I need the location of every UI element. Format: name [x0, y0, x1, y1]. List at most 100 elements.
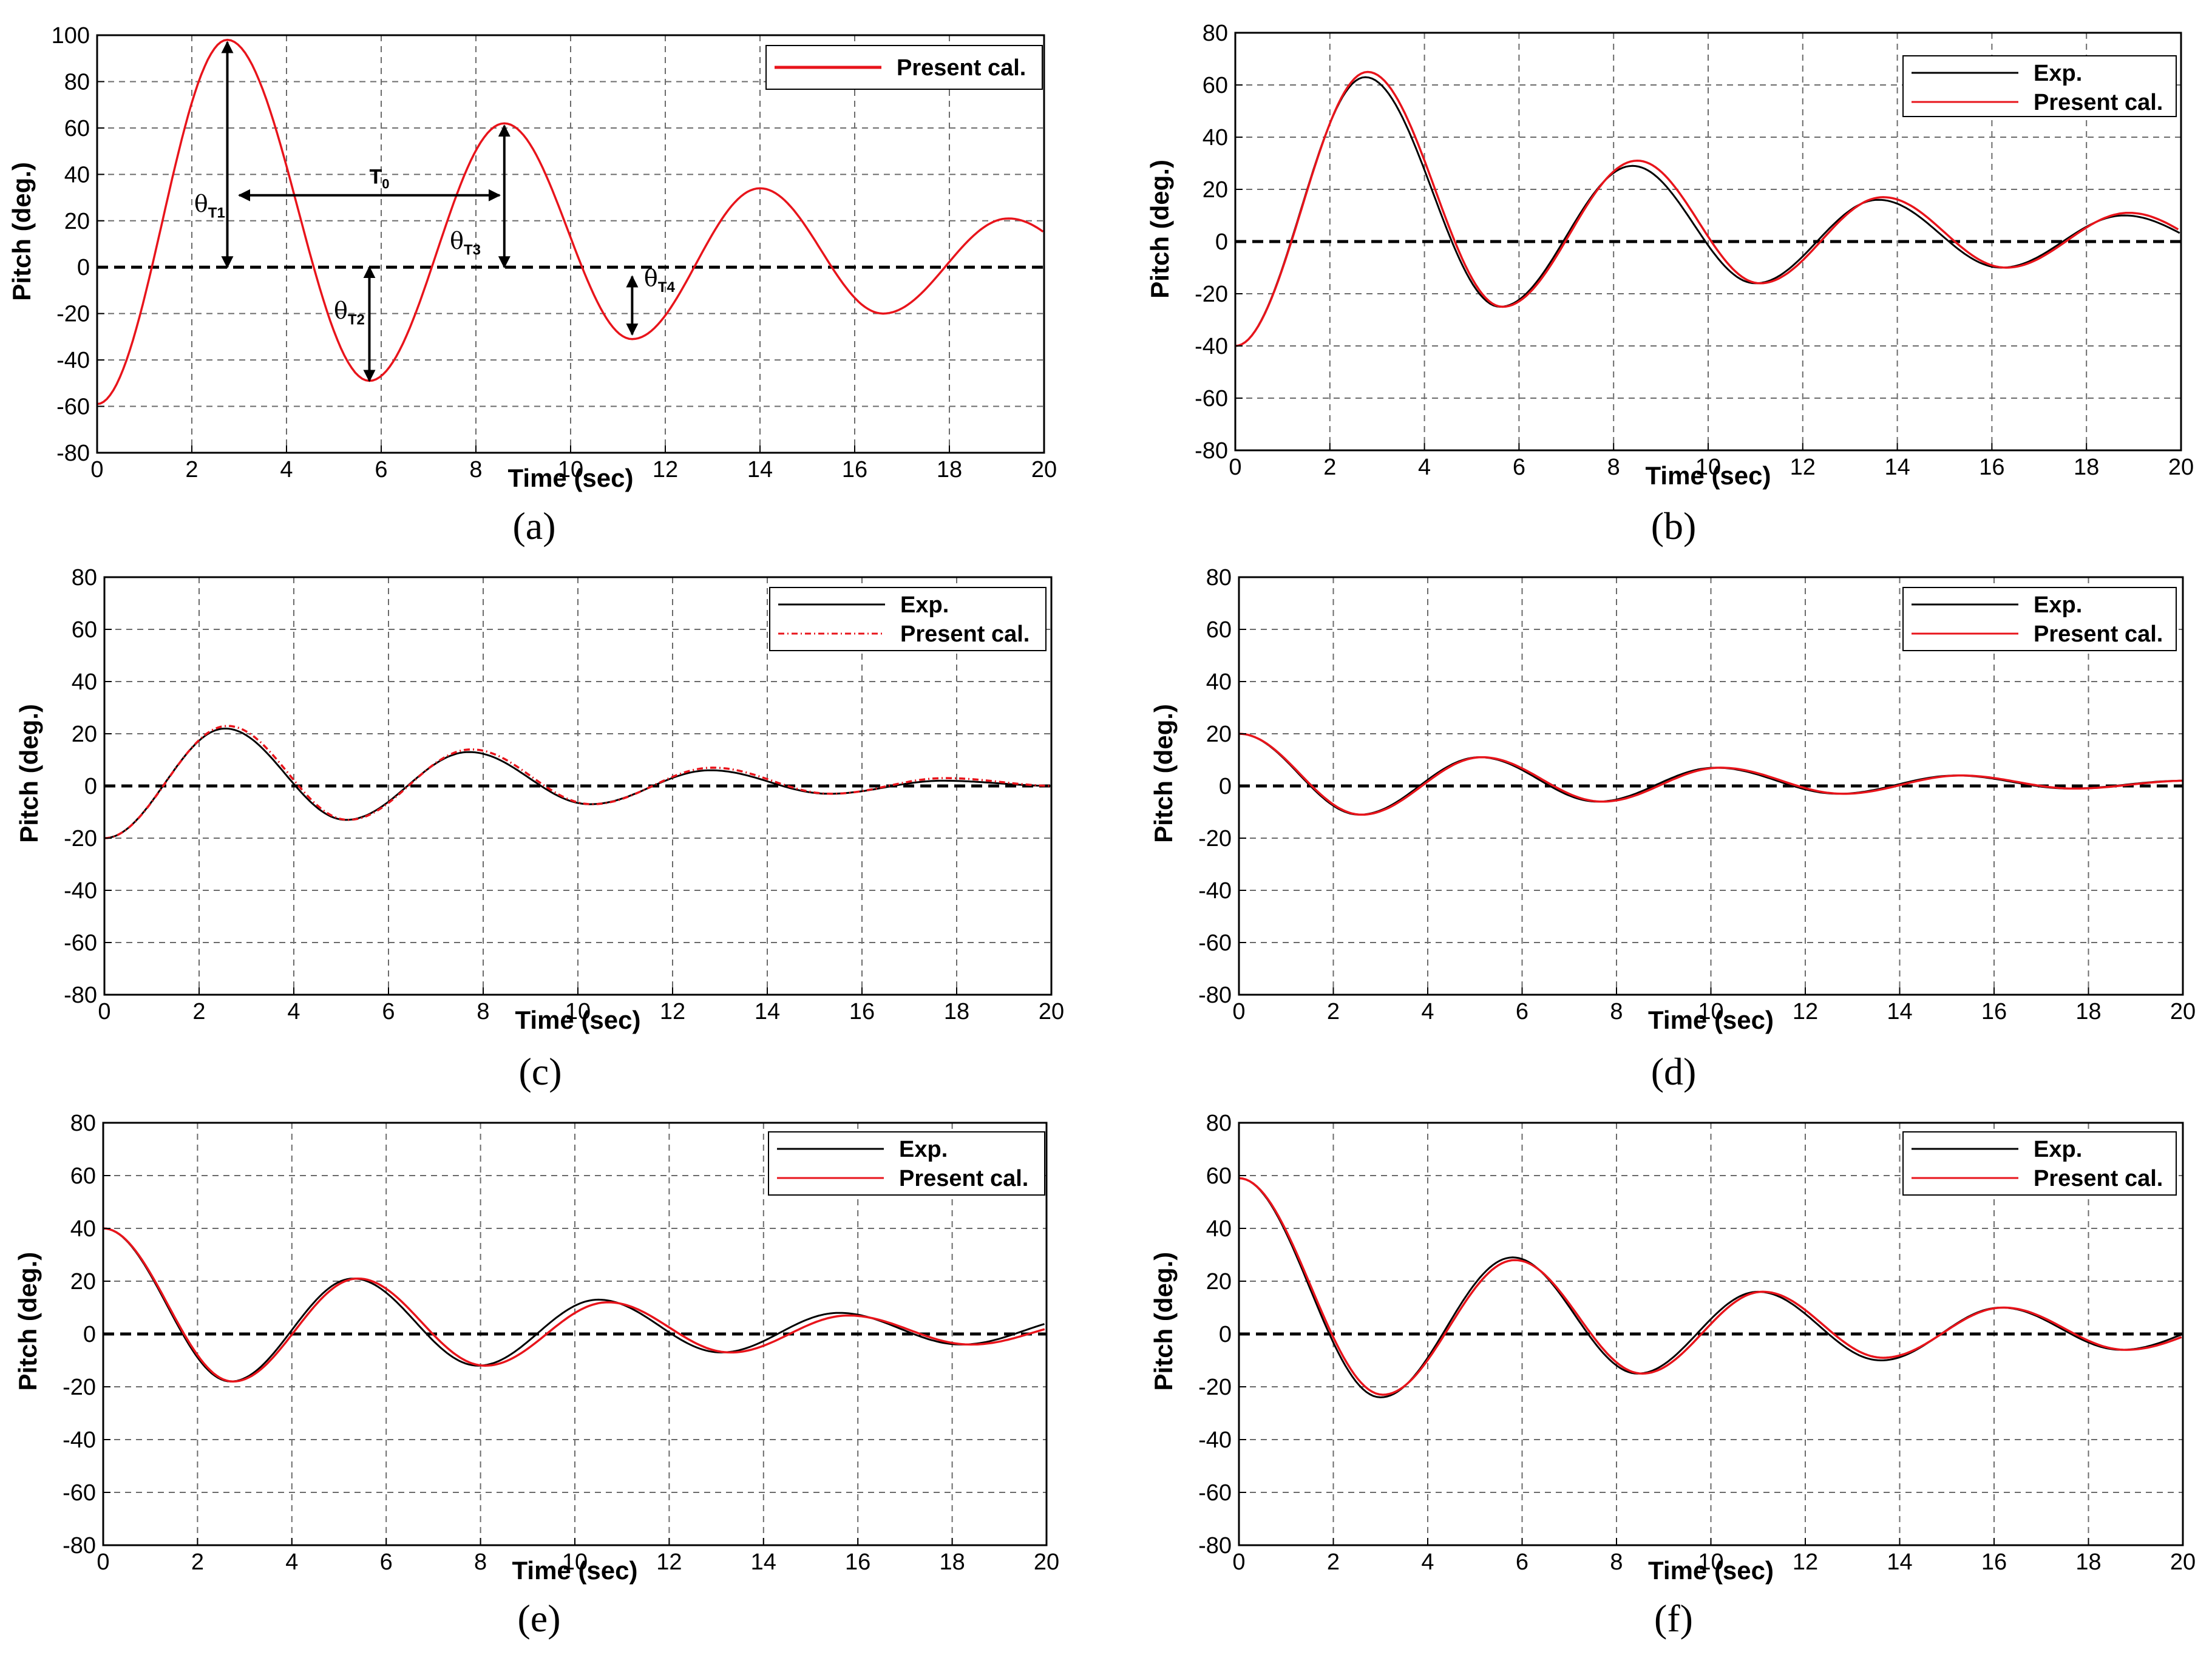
y-tick-label: -20	[64, 826, 97, 851]
y-tick-label: 20	[72, 722, 97, 747]
y-tick-label: -20	[63, 1375, 96, 1400]
x-tick-label: 10	[562, 1549, 588, 1575]
x-tick-label: 18	[944, 999, 969, 1024]
series-line-present-cal	[1238, 733, 2182, 816]
y-tick-label: 40	[1206, 1216, 1232, 1242]
x-tick-label: 6	[1516, 1549, 1528, 1575]
x-tick-label: 18	[2074, 455, 2099, 480]
chart-panel-a: 0 2 4 6 8 10 12 14 16 18 20 -80 -60 -40 -20 0 20 40 60 80 10…	[7, 23, 1057, 547]
x-tick-label: 0	[1232, 999, 1245, 1024]
y-tick-label: -20	[1198, 826, 1232, 851]
x-tick-label: 20	[2168, 455, 2194, 480]
x-axis-label: Time (sec)	[512, 1556, 638, 1585]
x-tick-label: 16	[1979, 455, 2004, 480]
y-tick-label: -40	[1198, 1427, 1232, 1453]
x-tick-label: 14	[1887, 1549, 1912, 1575]
x-tick-label: 20	[1039, 999, 1064, 1024]
y-tick-label: 0	[1219, 774, 1232, 799]
x-tick-label: 8	[477, 999, 489, 1024]
y-tick-label: -20	[1198, 1375, 1232, 1400]
x-tick-label: 10	[1698, 1549, 1723, 1575]
y-tick-label: -40	[64, 878, 97, 904]
x-tick-label: 6	[382, 999, 395, 1024]
theta-t1-label: θT1	[194, 190, 225, 221]
y-tick-label: 40	[64, 162, 90, 188]
x-tick-label: 6	[1516, 999, 1528, 1024]
x-tick-label: 12	[1793, 1549, 1818, 1575]
x-tick-label: 20	[2170, 999, 2196, 1024]
legend-label: Present cal.	[899, 1166, 1028, 1191]
y-tick-label: -80	[1198, 1533, 1232, 1559]
y-tick-label: 0	[1215, 229, 1228, 255]
x-tick-label: 12	[660, 999, 685, 1024]
x-tick-label: 0	[1229, 455, 1241, 480]
legend-box	[768, 1131, 1045, 1196]
x-tick-label: 0	[90, 457, 103, 482]
x-axis-label: Time (sec)	[515, 1006, 641, 1034]
y-tick-label: 80	[70, 1111, 96, 1136]
series-line-present-cal	[1238, 1177, 2182, 1396]
y-tick-label: -80	[1198, 983, 1232, 1008]
x-tick-label: 6	[375, 457, 387, 482]
y-tick-label: -40	[56, 348, 90, 373]
x-tick-label: 8	[1610, 1549, 1623, 1575]
x-axis-label: Time (sec)	[508, 464, 634, 492]
series-line-exp	[1235, 76, 2180, 347]
x-tick-label: 16	[845, 1549, 870, 1575]
x-tick-label: 16	[1981, 1549, 2007, 1575]
x-tick-label: 2	[1323, 455, 1336, 480]
x-tick-label: 18	[2075, 999, 2101, 1024]
legend-label: Exp.	[2034, 61, 2082, 86]
y-tick-label: -40	[63, 1427, 96, 1453]
panel-label: (e)	[517, 1597, 560, 1640]
y-tick-label: 80	[1203, 21, 1228, 46]
chart-panel-f: 0 2 4 6 8 10 12 14 16 18 20 -80 -60 -40 -20 0 20 40 60 80 Ti…	[1149, 1111, 2196, 1640]
t0-label: T0	[370, 166, 390, 192]
x-tick-label: 20	[1031, 457, 1057, 482]
y-tick-label: 80	[1206, 1111, 1232, 1136]
y-tick-label: 0	[1219, 1322, 1232, 1347]
y-axis-label: Pitch (deg.)	[1145, 160, 1174, 299]
legend-label: Exp.	[2034, 592, 2082, 618]
x-tick-label: 14	[1887, 999, 1912, 1024]
x-axis-label: Time (sec)	[1646, 461, 1771, 490]
legend-box	[1902, 587, 2177, 651]
y-tick-label: -80	[1195, 438, 1228, 464]
legend-label: Present cal.	[2034, 90, 2163, 115]
y-tick-label: -60	[1198, 1480, 1232, 1506]
legend-box	[1902, 1131, 2177, 1196]
x-tick-label: 8	[469, 457, 482, 482]
y-tick-label: 80	[72, 565, 97, 591]
x-tick-label: 12	[653, 457, 678, 482]
y-tick-label: -60	[56, 394, 90, 420]
y-tick-label: -60	[1195, 386, 1228, 411]
y-tick-label: 20	[70, 1269, 96, 1295]
y-tick-label: -80	[64, 983, 97, 1008]
x-tick-label: 20	[2170, 1549, 2196, 1575]
x-tick-label: 14	[751, 1549, 776, 1575]
x-tick-label: 4	[1418, 455, 1431, 480]
y-axis-label: Pitch (deg.)	[1149, 1252, 1178, 1391]
x-tick-label: 10	[1695, 455, 1721, 480]
x-axis-label: Time (sec)	[1648, 1006, 1774, 1034]
x-tick-label: 18	[2075, 1549, 2101, 1575]
y-tick-label: -60	[1198, 930, 1232, 956]
legend-label: Present cal.	[897, 55, 1026, 81]
theta-t4-label: θT4	[644, 265, 676, 296]
y-tick-label: 20	[64, 209, 90, 234]
series-line-present-cal	[97, 38, 1044, 405]
y-tick-label: 80	[64, 69, 90, 95]
x-tick-label: 4	[1421, 1549, 1434, 1575]
y-tick-label: 100	[52, 23, 90, 49]
theta-t3-label: θT3	[450, 228, 481, 259]
theta-t2-label: θT2	[334, 297, 365, 328]
x-tick-label: 4	[287, 999, 300, 1024]
y-tick-label: -60	[63, 1480, 96, 1506]
x-tick-label: 2	[192, 999, 205, 1024]
legend-box	[1902, 55, 2177, 117]
y-tick-label: 60	[72, 617, 97, 643]
panel-label: (a)	[512, 504, 555, 547]
y-tick-label: 40	[1203, 125, 1228, 151]
x-tick-label: 2	[1327, 1549, 1340, 1575]
x-tick-label: 8	[1607, 455, 1620, 480]
